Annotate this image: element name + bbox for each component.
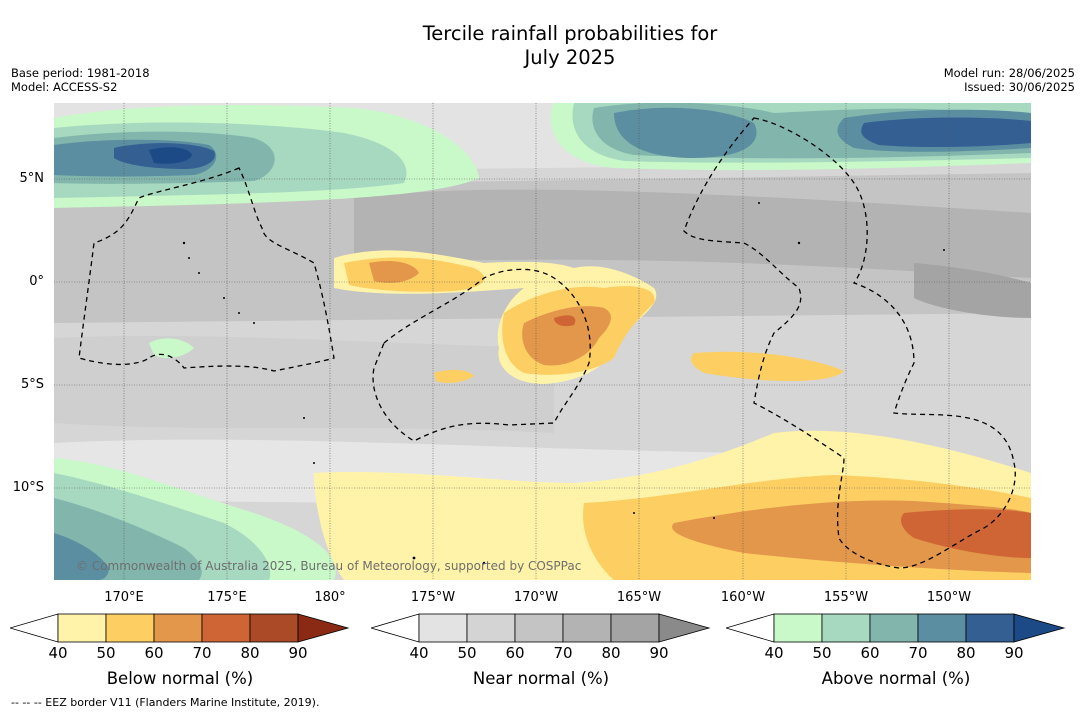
colorbar-near-title: Near normal (%) [472,669,610,688]
tick-near-80: 80 [601,644,621,662]
tick-below-40: 40 [48,644,68,662]
meta-left: Base period: 1981-2018 Model: ACCESS-S2 [11,66,150,94]
colorbar-above [726,613,1066,643]
colorbar-near-segment-3 [514,613,564,643]
colorbar-below-segment-1 [57,613,107,643]
eez-borders [78,117,1016,569]
lat-label-5n: 5°N [19,171,45,186]
colorbar-above-segment-3 [869,613,919,643]
tick-above-60: 60 [860,644,880,662]
eez-border-west [78,167,335,372]
title-line-1: Tercile rainfall probabilities for [422,22,718,45]
model-name: Model: ACCESS-S2 [11,80,118,94]
tick-below-80: 80 [240,644,260,662]
tick-near-60: 60 [505,644,525,662]
colorbar-below [10,613,350,643]
tick-below-90: 90 [288,644,308,662]
tick-above-90: 90 [1004,644,1024,662]
colorbar-above-extend-high [1013,613,1066,643]
colorbar-near-extend-low [371,613,420,643]
colorbar-above-title: Above normal (%) [821,669,971,688]
tick-below-70: 70 [192,644,212,662]
colorbar-near-extend-high [658,613,711,643]
lon-label-150w: 150°W [926,590,972,605]
lon-label-170e: 170°E [104,590,144,605]
colorbar-near-segment-2 [466,613,516,643]
colorbar-below-segments [57,613,299,643]
meta-right: Model run: 28/06/2025 Issued: 30/06/2025 [944,66,1075,94]
near-normal-core-1 [354,189,1031,278]
near-normal-band-south [54,335,554,433]
eez-legend: -- -- -- EEZ border V11 (Flanders Marine… [11,696,320,709]
lon-label-180: 180° [314,590,346,605]
above-nw-90 [149,147,192,164]
tick-below-50: 50 [96,644,116,662]
colorbar-above-segments [773,613,1015,643]
colorbar-above-segment-2 [821,613,871,643]
tick-above-80: 80 [956,644,976,662]
tick-above-70: 70 [908,644,928,662]
colorbar-near-segment-4 [562,613,612,643]
lon-label-170w: 170°W [513,590,559,605]
lon-label-175e: 175°E [207,590,247,605]
map-title: Tercile rainfall probabilities for July … [0,22,1085,70]
lat-label-0: 0° [29,274,44,289]
above-small-patch [149,338,194,359]
colorbar-near [371,613,711,643]
issued-date: Issued: 30/06/2025 [964,80,1075,94]
tick-above-40: 40 [764,644,784,662]
model-run: Model run: 28/06/2025 [943,66,1075,80]
lon-label-160w: 160°W [720,590,766,605]
title-line-2: July 2025 [524,46,616,69]
map-svg [54,103,1031,580]
tick-near-90: 90 [649,644,669,662]
colorbar-near-segments [418,613,660,643]
colorbar-below-extend-low [10,613,59,643]
graticule [54,103,1031,580]
map-area[interactable] [54,103,1031,580]
tick-near-40: 40 [409,644,429,662]
below-equatorial-60-west [369,261,419,283]
eez-border-central [372,268,591,442]
below-east-patch [691,351,844,382]
colorbar-near-segment-1 [418,613,468,643]
below-south-70 [901,509,1031,558]
tick-near-70: 70 [553,644,573,662]
colorbar-above-segment-5 [965,613,1015,643]
lon-label-175w: 175°W [410,590,456,605]
below-small-patch [434,369,474,384]
above-ne-80 [861,117,1031,148]
near-normal-core-2 [914,263,1031,318]
colorbar-above-extend-low [726,613,775,643]
base-period: Base period: 1981-2018 [11,66,150,80]
colorbar-below-segment-2 [105,613,155,643]
below-central-70 [554,315,576,327]
colorbar-below-segment-3 [153,613,203,643]
islands [182,202,945,565]
below-central-60 [522,306,611,366]
colorbar-below-segment-4 [201,613,251,643]
above-ne-70-west [614,107,757,158]
colorbar-above-segment-1 [773,613,823,643]
colorbar-below-extend-high [297,613,350,643]
tick-below-60: 60 [144,644,164,662]
colorbar-below-title: Below normal (%) [106,669,254,688]
lat-label-5s: 5°S [20,377,44,392]
tick-near-50: 50 [457,644,477,662]
copyright-notice: © Commonwealth of Australia 2025, Bureau… [76,559,582,573]
lon-label-155w: 155°W [823,590,869,605]
colorbar-above-segment-4 [917,613,967,643]
colorbar-below-segment-5 [249,613,299,643]
tick-above-50: 50 [812,644,832,662]
colorbar-near-segment-5 [610,613,660,643]
above-sw-70 [54,533,109,580]
lat-label-10s: 10°S [12,480,44,495]
lon-label-165w: 165°W [616,590,662,605]
